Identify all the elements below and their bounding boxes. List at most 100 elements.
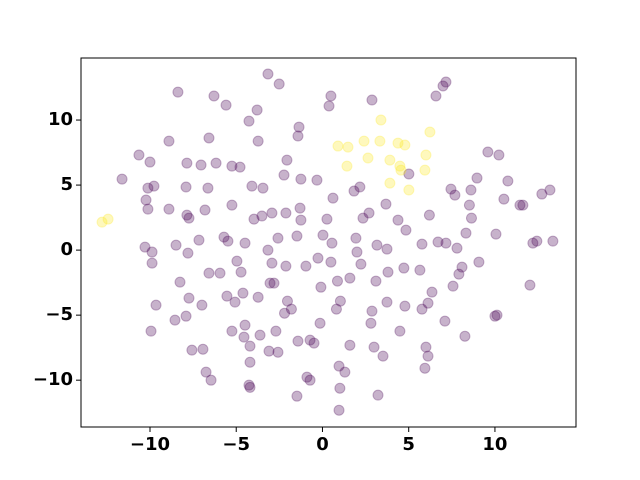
point [482, 146, 494, 158]
point [142, 182, 154, 194]
point [366, 305, 378, 317]
point [514, 199, 526, 211]
point [366, 94, 378, 106]
point [133, 149, 145, 161]
point [279, 307, 291, 319]
point [285, 303, 297, 315]
point [264, 277, 276, 289]
point [142, 203, 154, 215]
point [489, 310, 501, 322]
point [210, 157, 222, 169]
point [170, 239, 182, 251]
point [148, 180, 160, 192]
point [394, 160, 406, 172]
point [280, 207, 292, 219]
point [226, 160, 238, 172]
y-tick-label: 5 [60, 174, 73, 195]
point [239, 319, 251, 331]
point [368, 341, 380, 353]
point [270, 325, 282, 337]
point [398, 262, 410, 274]
point [218, 231, 230, 243]
point [293, 121, 305, 133]
point [493, 149, 505, 161]
point [416, 303, 428, 315]
point [384, 177, 396, 189]
point [517, 199, 529, 211]
point [333, 360, 345, 372]
plot-frame [80, 57, 577, 428]
y-tick-label: −5 [45, 304, 73, 325]
point [251, 104, 263, 116]
point [262, 244, 274, 256]
point [308, 337, 320, 349]
point [208, 90, 220, 102]
point [372, 389, 384, 401]
point [186, 344, 198, 356]
point [292, 335, 304, 347]
point [244, 356, 256, 368]
point [524, 279, 536, 291]
x-tick-label: −5 [222, 434, 250, 455]
point [375, 114, 387, 126]
point [422, 297, 434, 309]
point [238, 331, 250, 343]
x-tick-label: 0 [316, 434, 329, 455]
point [203, 267, 215, 279]
point [384, 154, 396, 166]
point [392, 137, 404, 149]
point [226, 199, 238, 211]
point [235, 266, 247, 278]
point [403, 168, 415, 180]
point [252, 291, 264, 303]
point [399, 139, 411, 151]
point [445, 183, 457, 195]
point [362, 152, 374, 164]
point [414, 264, 426, 276]
point [439, 315, 451, 327]
point [244, 381, 256, 393]
point [195, 159, 207, 171]
point [317, 229, 329, 241]
point [239, 237, 251, 249]
point [350, 232, 362, 244]
point [371, 239, 383, 251]
point [214, 267, 226, 279]
point [423, 209, 435, 221]
point [325, 90, 337, 102]
point [243, 115, 255, 127]
point [327, 192, 339, 204]
y-tick-label: 10 [48, 109, 73, 130]
point [222, 235, 234, 247]
point [254, 329, 266, 341]
point [531, 235, 543, 247]
point [426, 286, 438, 298]
point [333, 404, 345, 416]
point [266, 207, 278, 219]
point [280, 260, 292, 272]
point [272, 232, 284, 244]
point [234, 161, 246, 173]
point [370, 275, 382, 287]
point [144, 156, 156, 168]
point [332, 140, 344, 152]
point [311, 174, 323, 186]
point [315, 281, 327, 293]
point [399, 300, 411, 312]
point [146, 246, 158, 258]
point [381, 296, 393, 308]
point [326, 237, 338, 249]
point [273, 78, 285, 90]
point [140, 194, 152, 206]
point [278, 169, 290, 181]
point [358, 135, 370, 147]
point [205, 374, 217, 386]
point [294, 202, 306, 214]
point [300, 260, 312, 272]
point [321, 213, 333, 225]
point [323, 100, 335, 112]
point [172, 86, 184, 98]
point [226, 325, 238, 337]
point [199, 204, 211, 216]
